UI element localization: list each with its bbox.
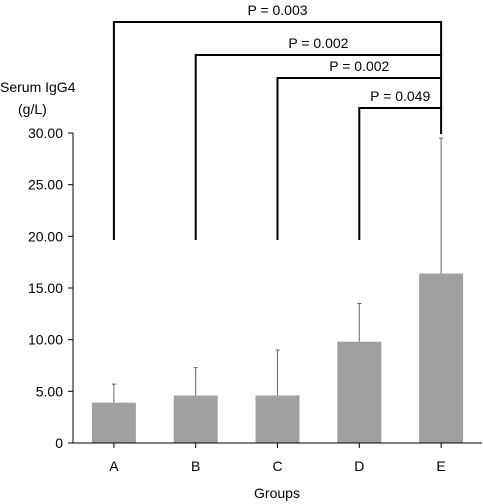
y-tick-label: 0 xyxy=(55,435,63,451)
y-tick-label: 5.00 xyxy=(36,383,63,399)
y-ticks: 0 5.00 10.00 15.00 20.00 25.00 30.00 xyxy=(28,125,73,451)
bracket-a-e xyxy=(112,21,443,240)
p-value-label-c: P = 0.002 xyxy=(329,58,389,74)
x-tick-label-b: B xyxy=(191,458,200,474)
bar-a xyxy=(91,402,136,443)
y-tick-label: 10.00 xyxy=(28,332,63,348)
bars xyxy=(91,273,464,443)
significance-brackets: P = 0.003 P = 0.002 P = 0.002 P = 0.049 xyxy=(112,2,443,240)
p-value-label-b: P = 0.002 xyxy=(288,35,348,51)
error-bars xyxy=(111,137,444,403)
x-axis-label: Groups xyxy=(254,485,300,501)
x-tick-label-a: A xyxy=(109,458,119,474)
bar-b xyxy=(173,395,218,443)
y-axis-label-line1: Serum IgG4 xyxy=(0,79,76,95)
x-tick-labels: A B C D E xyxy=(109,443,446,474)
y-tick-label: 15.00 xyxy=(28,280,63,296)
x-tick-label-e: E xyxy=(436,458,445,474)
bracket-d-e xyxy=(358,107,443,240)
bar-d xyxy=(337,341,382,443)
x-tick-label-d: D xyxy=(354,458,364,474)
bracket-b-e xyxy=(194,54,443,240)
x-tick-label-c: C xyxy=(272,458,282,474)
bar-e xyxy=(419,273,464,443)
bar-c xyxy=(255,395,300,443)
p-value-label-a: P = 0.003 xyxy=(247,2,307,18)
y-tick-label: 25.00 xyxy=(28,177,63,193)
p-value-label-d: P = 0.049 xyxy=(370,88,430,104)
y-axis-label-line2: (g/L) xyxy=(18,101,47,117)
y-tick-label: 30.00 xyxy=(28,125,63,141)
y-tick-label: 20.00 xyxy=(28,228,63,244)
bracket-c-e xyxy=(276,77,443,240)
